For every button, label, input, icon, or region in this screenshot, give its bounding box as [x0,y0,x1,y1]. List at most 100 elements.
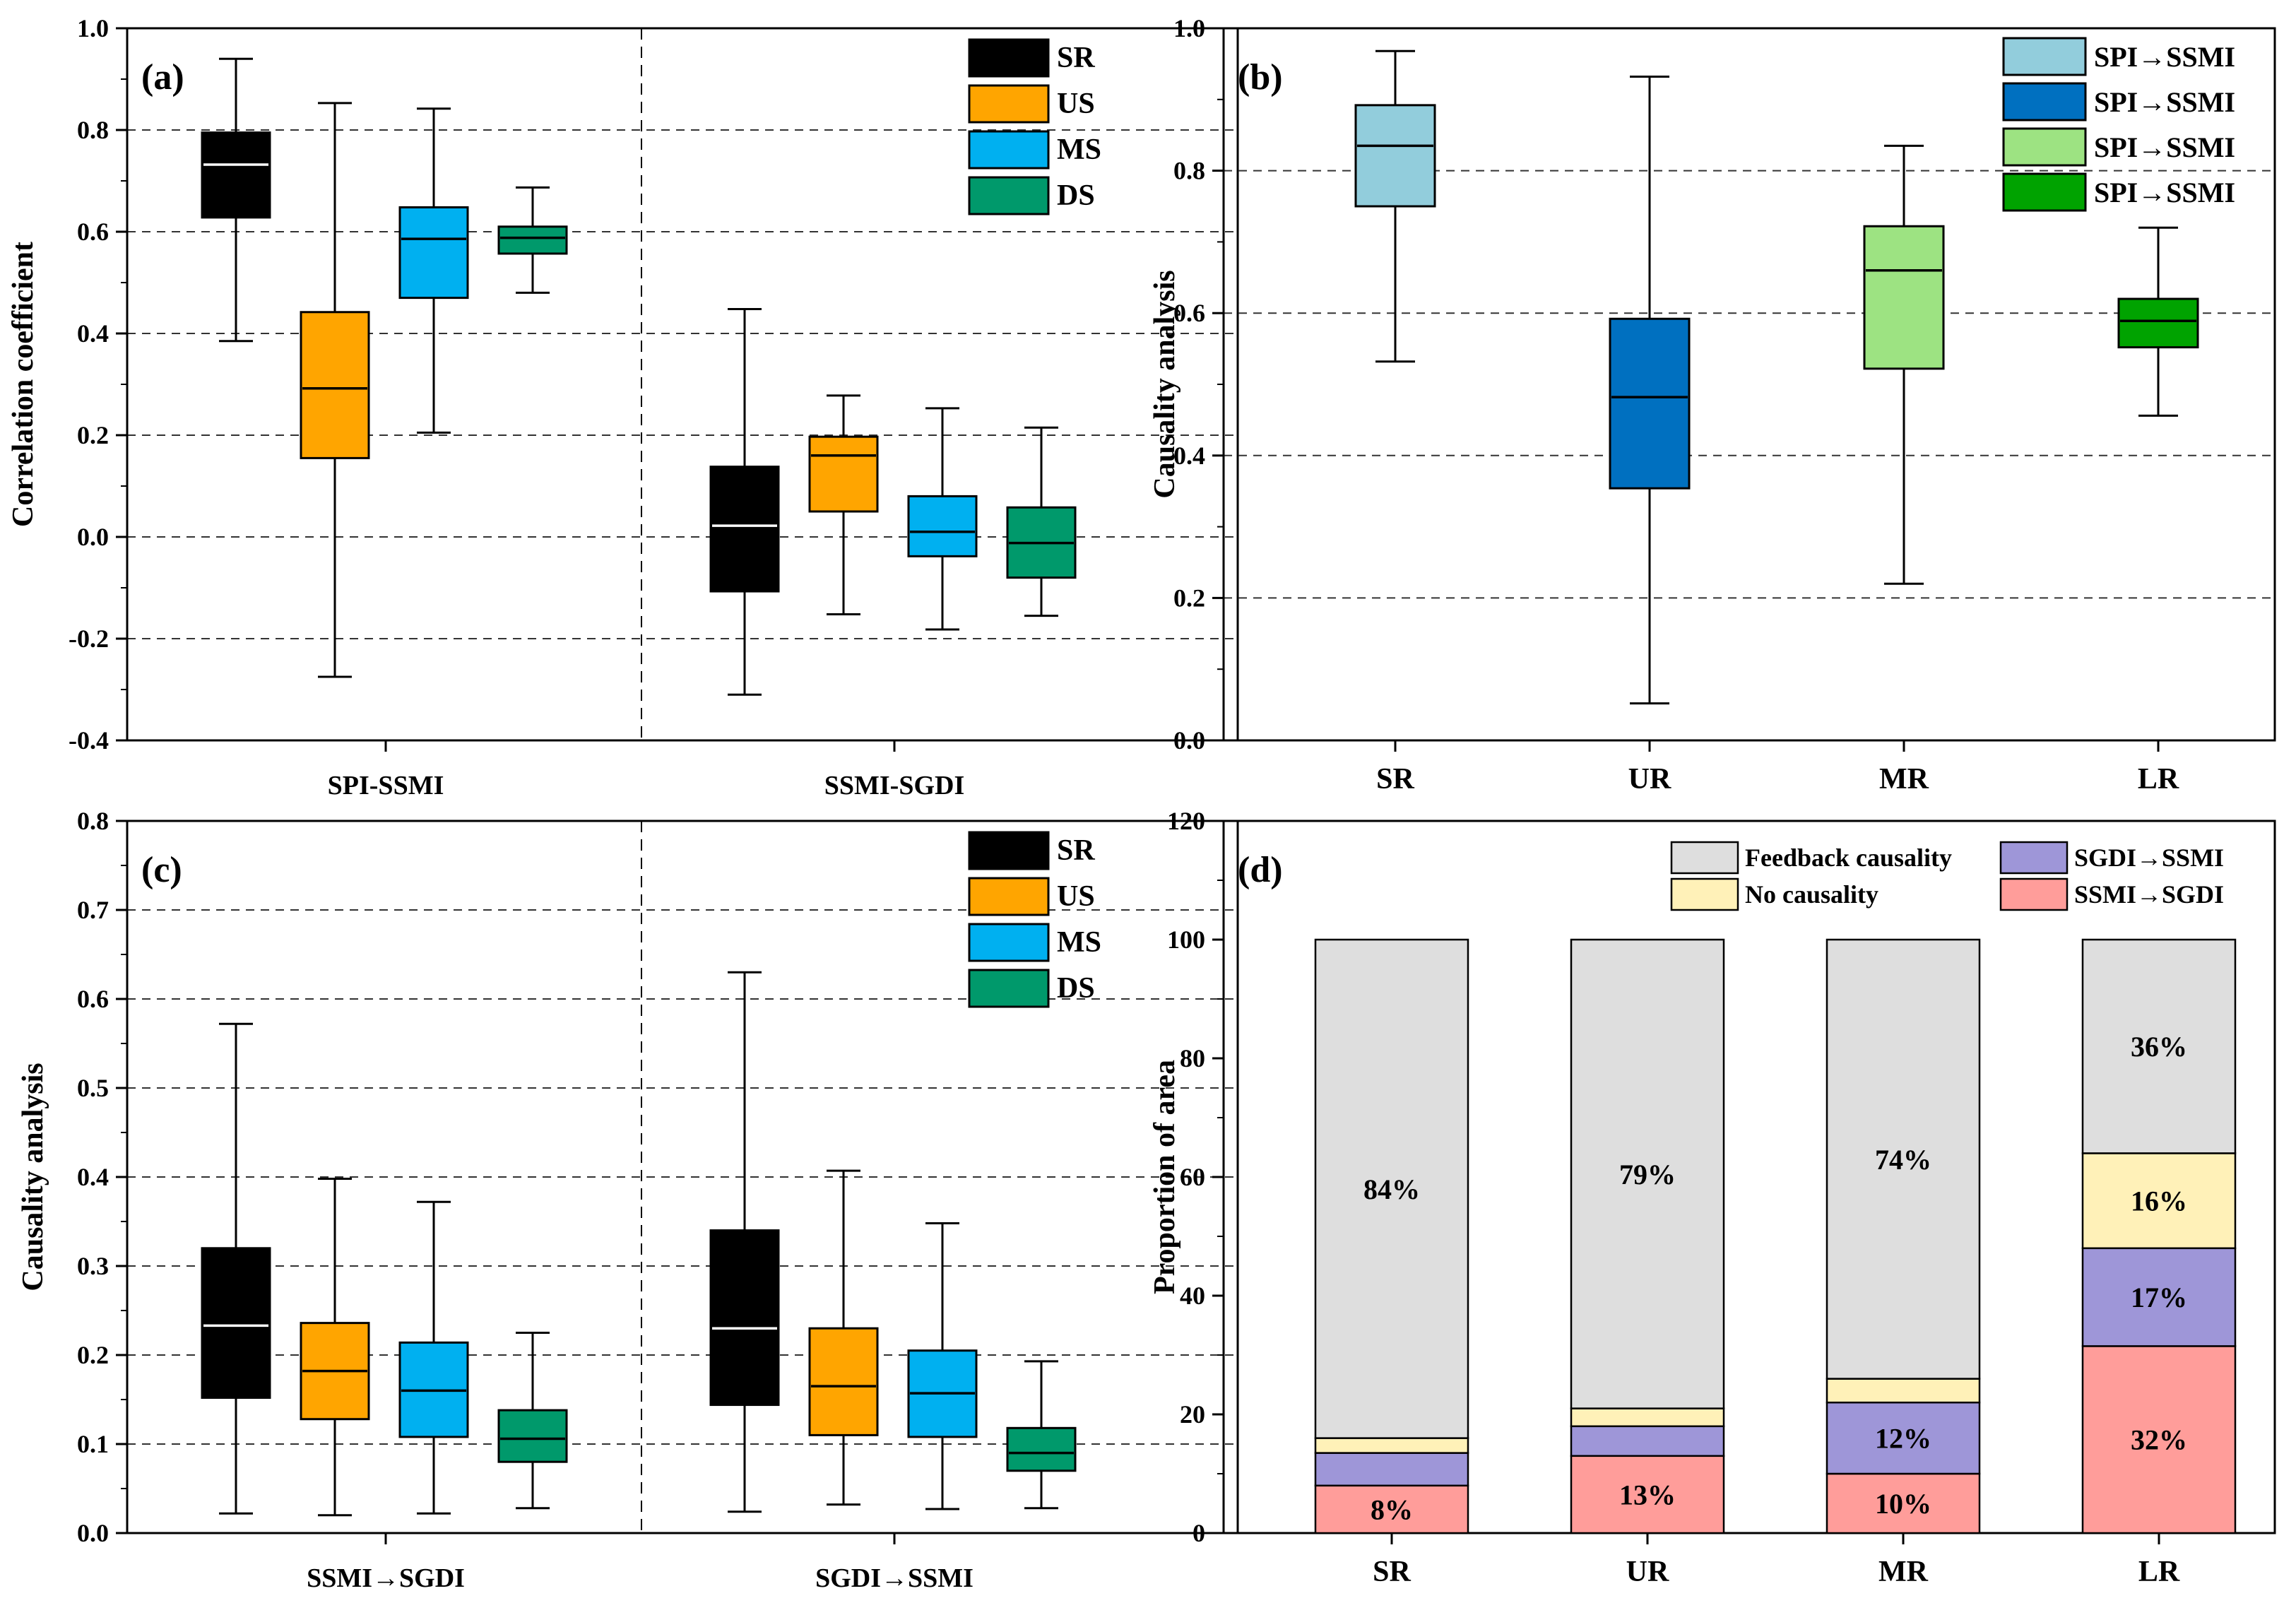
bar-segment [1570,1425,1725,1457]
y-tick-label: 40 [1180,1282,1205,1310]
legend-swatch [968,84,1050,124]
box [907,495,978,557]
legend-swatch [1670,877,1739,911]
bar-segment [1314,1452,1469,1487]
panel-label: (a) [141,57,184,97]
x-tick-label: LR [2138,1556,2180,1588]
box-plot [709,307,780,696]
box [398,206,469,300]
x-tick-label: SSMI→SGDI [307,1563,465,1593]
bar-segment [1570,1455,1725,1534]
y-tick-label: 20 [1180,1400,1205,1428]
legend-label: SSMI→SGDI [2074,880,2224,909]
legend-swatch [968,969,1050,1008]
bar-segment [2081,1247,2237,1347]
box-plot [300,102,370,678]
y-tick-label: 0.6 [77,985,109,1013]
box-plot [1863,144,1945,585]
bar-segment [1570,1407,1725,1428]
box-plot [497,1332,568,1510]
bar-segment [1314,938,1469,1439]
box-plot [907,407,978,631]
legend-label: SR [1057,42,1095,74]
box-plot [1006,1360,1077,1510]
legend-swatch [1999,841,2069,875]
box [1609,317,1691,490]
bar-data-label: 36% [2131,1031,2187,1063]
legend-swatch [968,923,1050,962]
legend-label: SPI→SSMI [2094,86,2235,118]
legend-swatch [968,176,1050,215]
bar-segment [2081,938,2237,1154]
box [808,1327,879,1436]
bar-data-label: 84% [1363,1173,1420,1205]
x-tick-label: UR [1626,1556,1669,1588]
box-plot [398,107,469,434]
y-tick-label: 0.4 [77,1163,109,1191]
bar-segment [1570,938,1725,1409]
y-tick-label: 0.8 [77,807,109,835]
bar-data-label: 13% [1619,1479,1676,1510]
y-tick-label: 0.0 [1173,726,1205,755]
y-tick-label: -0.4 [69,726,109,755]
box [201,1247,271,1399]
legend-swatch [968,877,1050,916]
y-tick-label: 1.0 [77,14,109,42]
x-tick-label: SSMI-SGDI [824,771,965,800]
y-tick-label: 0.2 [1173,584,1205,612]
y-tick-label: 0.8 [1173,157,1205,185]
box-plot [300,1178,370,1517]
legend-label: DS [1057,179,1095,212]
box-plot [497,186,568,294]
y-tick-label: 0.0 [77,523,109,551]
box [2117,297,2199,349]
box [1863,225,1945,370]
bar-data-label: 16% [2131,1185,2187,1217]
box [709,466,780,593]
x-tick-label: SR [1376,763,1414,795]
legend-label: SPI→SSMI [2094,131,2235,163]
x-tick-label: SGDI→SSMI [815,1563,974,1593]
y-tick-label: 0.3 [77,1252,109,1280]
y-tick-label: 120 [1167,807,1205,835]
panel-label: (b) [1238,57,1283,97]
bar-data-label: 8% [1371,1493,1413,1525]
box [709,1229,780,1407]
legend-swatch [968,38,1050,78]
y-tick-label: 0.1 [77,1430,109,1458]
legend-label: MS [1057,134,1101,166]
bar-data-label: 32% [2131,1424,2187,1456]
bar-data-label: 12% [1875,1423,1931,1455]
box [808,435,879,513]
bar-data-label: 79% [1619,1159,1676,1190]
x-tick-label: SR [1373,1556,1411,1588]
box [497,225,568,255]
bar-segment [2081,1152,2237,1250]
y-tick-label: 0.2 [77,421,109,449]
legend-label: SR [1057,834,1095,867]
legend-label: US [1057,880,1095,913]
legend-swatch [1670,841,1739,875]
legend-label: US [1057,88,1095,120]
y-tick-label: 0 [1193,1519,1205,1547]
legend-label: No causality [1745,880,1878,909]
box [1354,104,1436,208]
y-tick-label: 0.5 [77,1074,109,1102]
y-axis-label: Causality analysis [17,1063,49,1291]
y-tick-label: 0.6 [1173,299,1205,327]
legend-label: SPI→SSMI [2094,177,2235,208]
legend-swatch [968,831,1050,870]
bar-data-label: 17% [2131,1282,2187,1313]
y-axis-label: Causality analysis [1149,270,1181,498]
box-plot [907,1222,978,1510]
bar-data-label: 10% [1875,1488,1931,1520]
panel-b: 0.0 0.2 0.4 0.6 0.8 1.0 Causality analysis (b) S… [1149,14,2276,795]
y-tick-label: 0.8 [77,116,109,144]
panel-c: 0.0 0.1 0.2 0.3 0.4 0.5 0.6 0.7 0.8 Causality ana… [17,807,1239,1593]
box [497,1409,568,1463]
box-plot [201,57,271,343]
box [1006,1426,1077,1472]
legend-swatch [968,130,1050,170]
box-plot [709,971,780,1513]
